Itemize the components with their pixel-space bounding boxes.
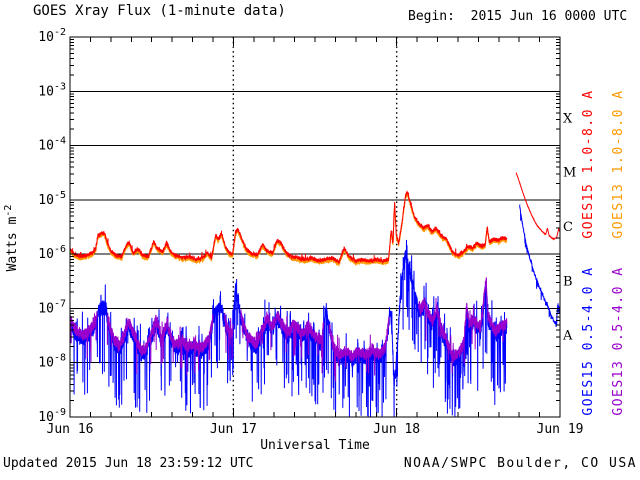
y-tick-label: 10-4 — [38, 136, 66, 154]
series-goes13_short — [69, 277, 508, 383]
x-axis-title: Universal Time — [260, 438, 370, 453]
series-goes15_long — [69, 172, 561, 265]
flare-class-C: C — [563, 220, 573, 235]
legend-goes13-1-0-8-0-a: GOES13 1.0-8.0 A — [611, 89, 626, 238]
flare-class-B: B — [563, 274, 573, 289]
chart-title: GOES Xray Flux (1-minute data) — [33, 3, 286, 19]
x-tick-label: Jun 19 — [537, 422, 584, 437]
updated-timestamp: Updated 2015 Jun 18 23:59:12 UTC — [3, 456, 254, 471]
y-tick-label: 10-3 — [38, 81, 66, 99]
y-axis-title: Watts m-2 — [3, 205, 20, 272]
x-tick-label: Jun 17 — [210, 422, 257, 437]
legend-goes13-0-5-4-0-a: GOES13 0.5-4.0 A — [611, 266, 626, 415]
x-ticks — [89, 37, 541, 417]
y-tick-label: 10-6 — [38, 244, 66, 262]
series-goes15_short — [69, 203, 561, 418]
y-tick-label: 10-8 — [38, 353, 66, 371]
y-tick-labels: 10-2 10-3 10-4 10-5 10-6 10-7 10-8 10-9 — [38, 27, 66, 425]
series-curves — [69, 172, 561, 418]
y-tick-label: 10-9 — [38, 407, 66, 425]
flare-class-M: M — [563, 166, 576, 181]
x-tick-label: Jun 16 — [47, 422, 94, 437]
legend-labels: GOES15 1.0-8.0 A GOES13 1.0-8.0 A GOES15 0… — [581, 89, 626, 415]
legend-goes15-1-0-8-0-a: GOES15 1.0-8.0 A — [581, 89, 596, 238]
flare-class-labels: X M C B A — [562, 111, 576, 343]
y-ticks — [70, 38, 560, 402]
begin-timestamp: Begin: 2015 Jun 16 0000 UTC — [408, 9, 628, 24]
x-tick-label: Jun 18 — [373, 422, 420, 437]
source-credit: NOAA/SWPC Boulder, CO USA — [403, 456, 637, 471]
x-tick-labels: Jun 16 Jun 17 Jun 18 Jun 19 — [47, 422, 584, 437]
y-tick-label: 10-7 — [38, 298, 66, 316]
legend-goes15-0-5-4-0-a: GOES15 0.5-4.0 A — [581, 266, 596, 415]
flare-class-X: X — [563, 111, 573, 126]
y-tick-label: 10-2 — [38, 27, 66, 45]
y-tick-label: 10-5 — [38, 190, 66, 208]
flare-class-A: A — [562, 329, 573, 344]
